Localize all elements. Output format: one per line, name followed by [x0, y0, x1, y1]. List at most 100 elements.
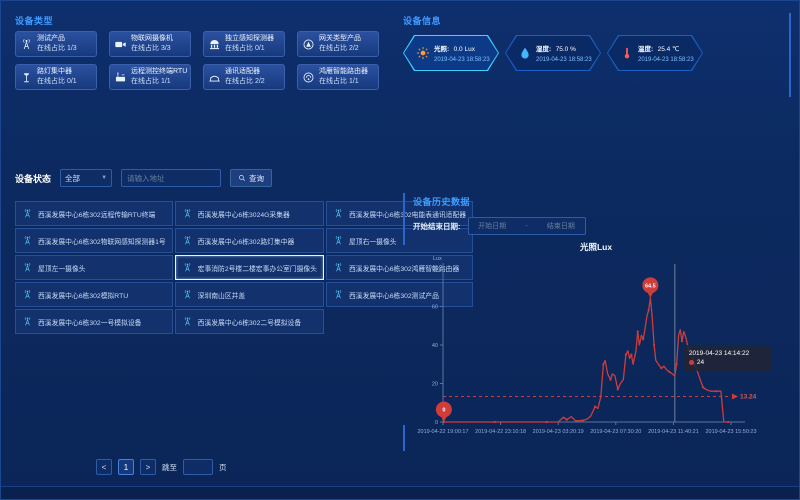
pagination: < 1 > 跳至 页 [96, 459, 227, 475]
jump-label: 跳至 [162, 462, 177, 472]
antenna-icon [333, 207, 344, 220]
router-icon [302, 71, 315, 84]
device-item[interactable]: 西溪发展中心6栋302测试产品 [325, 282, 474, 307]
device-type-name: 物联网摄像机 [131, 35, 173, 42]
svg-text:2019-04-23 11:40:21: 2019-04-23 11:40:21 [648, 429, 699, 435]
device-name: 西溪发展中心6栋3024G采集器 [197, 211, 290, 219]
svg-text:0: 0 [435, 420, 438, 426]
sensor-badge-temperature[interactable]: 温度: 25.4 ℃ 2019-04-23 18:58:23 [607, 35, 703, 71]
device-list: 西溪发展中心6栋302远程传输RTU终端 西溪发展中心6栋3024G采集器 西溪… [15, 201, 474, 334]
date-range-row: 开始结束日期: 开始日期 - 结束日期 [413, 217, 586, 235]
humidity-icon [518, 46, 532, 60]
sun-icon [416, 46, 430, 60]
detector-icon [208, 38, 221, 51]
device-type-card-router[interactable]: 鸿雁智能路由器 在线占比 1/1 [297, 64, 379, 90]
device-type-card-streetlamp[interactable]: 路灯集中器 在线占比 0/1 [15, 64, 97, 90]
device-type-name: 测试产品 [37, 35, 65, 42]
line-chart-canvas[interactable]: 0 20 40 60 80 Lux 2019-04-22 19:00:17 2019-04-2… [415, 254, 777, 448]
svg-text:Lux: Lux [433, 256, 442, 262]
device-name: 深圳南山区井盖 [197, 292, 246, 300]
device-name: 屋顶左一摄像头 [38, 265, 86, 273]
svg-text:64.5: 64.5 [645, 283, 656, 289]
panel-accent [403, 425, 405, 451]
device-item[interactable]: 西溪发展中心6栋302一号模拟设备 [15, 309, 173, 334]
svg-text:2019-04-22 23:10:18: 2019-04-22 23:10:18 [475, 429, 526, 435]
device-type-card-camera[interactable]: 物联网摄像机 在线占比 3/3 [109, 31, 191, 57]
status-filter-select[interactable]: 全部 ▼ [60, 169, 113, 187]
footer-strip [1, 486, 799, 499]
address-search-input[interactable] [121, 169, 222, 187]
device-item[interactable]: 西溪发展中心6栋3024G采集器 [174, 201, 324, 226]
device-item[interactable]: 西溪发展中心6栋302远程传输RTU终端 [15, 201, 173, 226]
prev-page-button[interactable]: < [96, 459, 112, 475]
next-page-button[interactable]: > [140, 459, 156, 475]
device-item[interactable]: 屋顶左一摄像头 [15, 255, 173, 280]
svg-text:80: 80 [432, 266, 438, 272]
antenna-icon [182, 288, 193, 301]
chevron-down-icon: ▼ [101, 175, 108, 181]
device-item[interactable]: 西溪发展中心6栋302路灯集中器 [174, 228, 324, 253]
streetlamp-icon [20, 71, 33, 84]
page-1-button[interactable]: 1 [118, 459, 134, 475]
antenna-icon [22, 234, 33, 247]
device-types-panel: 设备类型 [15, 11, 395, 29]
online-ratio: 在线占比 3/3 [131, 45, 171, 52]
device-type-name: 远程测控终端RTU [131, 68, 188, 75]
sensor-badges: 光照: 0.0 Lux 2019-04-23 18:58:23 湿度: 75.0… [403, 35, 703, 71]
sensor-badge-humidity[interactable]: 湿度: 75.0 % 2019-04-23 18:58:23 [505, 35, 601, 71]
device-type-cards: 测试产品 在线占比 1/3 物联网摄像机 在线占比 3/3 独立感知探测器 在线… [15, 31, 379, 90]
device-item[interactable]: 屋顶右一摄像头 [325, 228, 474, 253]
sensor-badge-light[interactable]: 光照: 0.0 Lux 2019-04-23 18:58:23 [403, 35, 499, 71]
online-ratio: 在线占比 1/1 [131, 78, 171, 85]
online-ratio: 在线占比 0/1 [37, 78, 77, 85]
device-status-label: 设备状态 [15, 173, 52, 184]
device-type-card-detector[interactable]: 独立感知探测器 在线占比 0/1 [203, 31, 285, 57]
sensor-reading: 光照: 0.0 Lux [434, 45, 475, 53]
device-item-selected[interactable]: 宏事消防2号楼二楼宏事办公室门摄像头 [174, 255, 324, 280]
online-ratio: 在线占比 2/2 [319, 45, 359, 52]
device-name: 西溪发展中心6栋302路灯集中器 [197, 238, 295, 246]
device-item[interactable]: 西溪发展中心6栋302二号模拟设备 [174, 309, 324, 334]
svg-text:0: 0 [442, 408, 445, 414]
antenna-icon [22, 207, 33, 220]
search-button[interactable]: 查询 [230, 169, 273, 187]
search-icon [238, 174, 246, 182]
status-filter-value: 全部 [65, 173, 81, 183]
antenna-icon [22, 288, 33, 301]
svg-text:60: 60 [432, 305, 438, 311]
device-type-card-test[interactable]: 测试产品 在线占比 1/3 [15, 31, 97, 57]
device-type-card-gateway[interactable]: 网关类型产品 在线占比 2/2 [297, 31, 379, 57]
gateway-icon [302, 38, 315, 51]
device-types-title: 设备类型 [15, 16, 54, 26]
device-type-name: 路灯集中器 [37, 68, 72, 75]
panel-accent [403, 193, 405, 245]
antenna-icon [182, 207, 193, 220]
device-item[interactable]: 西溪发展中心6栋302模拟RTU [15, 282, 173, 307]
online-ratio: 在线占比 1/1 [319, 78, 359, 85]
device-item[interactable]: 西溪发展中心6栋302电能表通讯适配器 [325, 201, 474, 226]
start-date-placeholder: 开始日期 [478, 223, 507, 230]
antenna-icon [333, 234, 344, 247]
rtu-icon [114, 71, 127, 84]
device-type-name: 鸿雁智能路由器 [319, 68, 368, 75]
page-jump-input[interactable] [183, 459, 213, 475]
device-item[interactable]: 西溪发展中心6栋302物联网感知探测器1号 [15, 228, 173, 253]
device-name: 西溪发展中心6栋302一号模拟设备 [38, 319, 142, 327]
antenna-icon [22, 315, 33, 328]
device-name: 宏事消防2号楼二楼宏事办公室门摄像头 [197, 265, 317, 273]
device-name: 西溪发展中心6栋302远程传输RTU终端 [38, 211, 156, 219]
device-type-card-rtu[interactable]: 远程测控终端RTU 在线占比 1/1 [109, 64, 191, 90]
adapter-icon [208, 71, 221, 84]
antenna-icon [182, 261, 193, 274]
date-range-input[interactable]: 开始日期 - 结束日期 [467, 217, 586, 235]
svg-text:2019-04-23 07:30:20: 2019-04-23 07:30:20 [590, 429, 641, 435]
device-item[interactable]: 深圳南山区井盖 [174, 282, 324, 307]
device-type-card-adapter[interactable]: 通讯适配器 在线占比 2/2 [203, 64, 285, 90]
sensor-timestamp: 2019-04-23 18:58:23 [638, 56, 694, 63]
device-item[interactable]: 西溪发展中心6栋302鸿雁智能路由器 [325, 255, 474, 280]
lux-chart: 光照Lux 0 20 40 60 80 Lux 2019-04-22 19:00:17 201… [415, 241, 777, 453]
device-info-panel: 设备信息 [403, 11, 789, 29]
sensor-reading: 温度: 25.4 ℃ [638, 45, 680, 53]
sensor-timestamp: 2019-04-23 18:58:23 [536, 56, 592, 63]
search-button-label: 查询 [249, 173, 265, 183]
